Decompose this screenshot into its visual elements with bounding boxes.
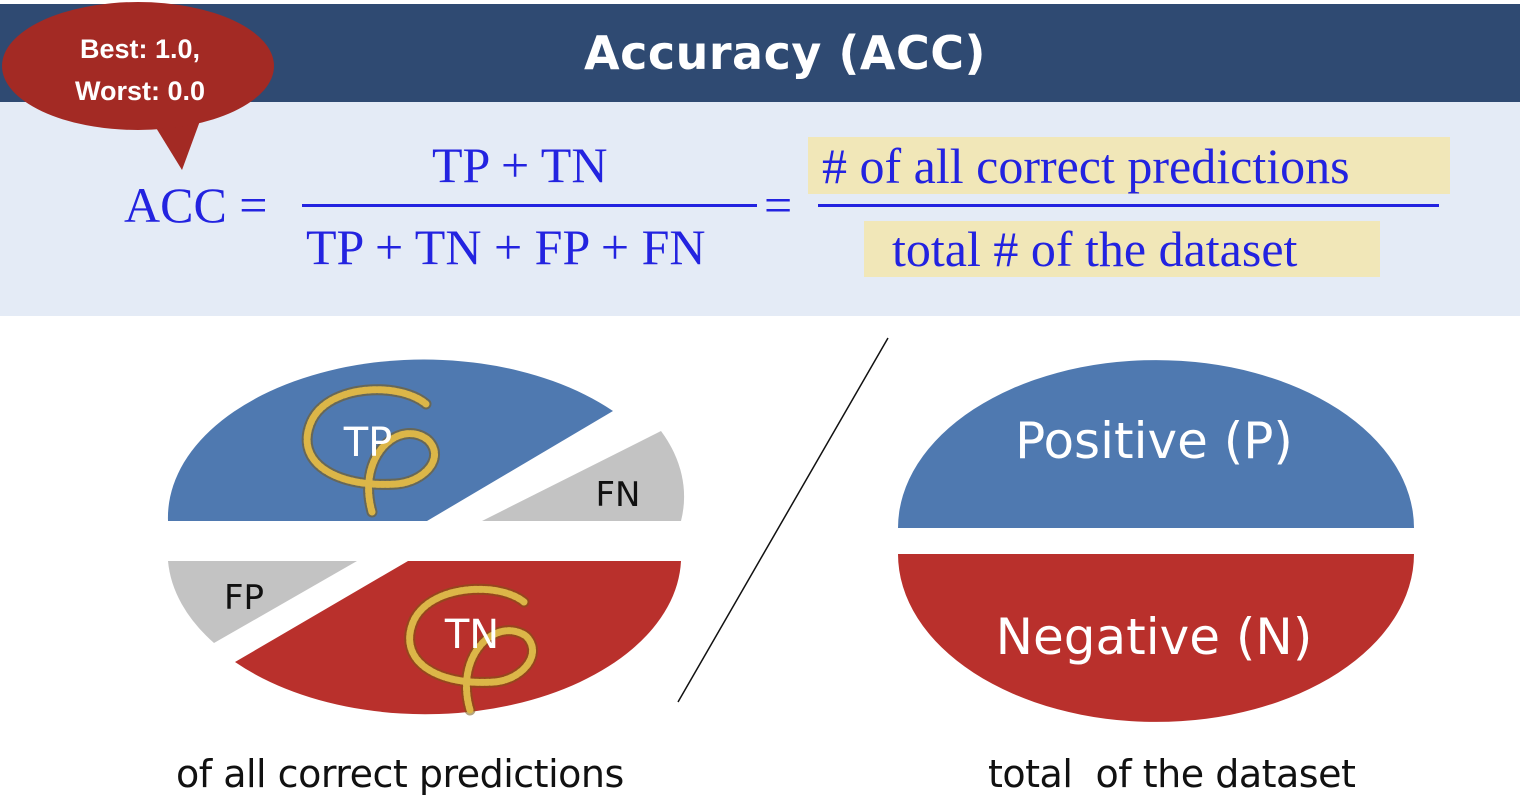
formula-word-fraction-line bbox=[818, 204, 1439, 207]
tn-segment bbox=[235, 561, 681, 715]
tn-circled-mark bbox=[404, 583, 538, 716]
word-denominator-highlight bbox=[864, 221, 1380, 277]
best-worst-callout: Best: 1.0, Worst: 0.0 bbox=[2, 2, 274, 170]
formula-lhs: ACC = bbox=[124, 177, 268, 233]
division-slash bbox=[677, 337, 889, 703]
right-caption: total of the dataset bbox=[988, 752, 1356, 796]
left-caption: of all correct predictions bbox=[176, 752, 624, 796]
formula-numerator: TP + TN bbox=[432, 137, 608, 193]
formula-word-denominator: total # of the dataset bbox=[892, 221, 1298, 277]
fn-segment bbox=[482, 431, 685, 521]
tp-circled-mark bbox=[301, 384, 440, 518]
fn-label: FN bbox=[596, 475, 641, 515]
negative-label: Negative (N) bbox=[996, 608, 1313, 666]
formula-denominator: TP + TN + FP + FN bbox=[306, 219, 706, 275]
formula-fraction-line bbox=[302, 204, 757, 207]
tn-label: TN bbox=[444, 612, 499, 658]
word-numerator-highlight bbox=[808, 137, 1450, 194]
callout-worst: Worst: 0.0 bbox=[75, 76, 205, 106]
positive-label: Positive (P) bbox=[1015, 412, 1293, 470]
dataset-pie: Positive (P) Negative (N) bbox=[898, 360, 1414, 722]
formula-equals-sign: = bbox=[764, 177, 793, 233]
formula-word-numerator: # of all correct predictions bbox=[822, 138, 1350, 194]
tp-label: TP bbox=[343, 420, 393, 466]
confusion-pie: TP FN FP TN bbox=[167, 359, 685, 716]
slide-title: Accuracy (ACC) bbox=[583, 26, 987, 80]
fp-segment bbox=[168, 561, 357, 643]
positive-half bbox=[898, 360, 1414, 528]
callout-best: Best: 1.0, bbox=[80, 34, 200, 64]
fp-label: FP bbox=[224, 578, 264, 618]
negative-half bbox=[898, 554, 1414, 722]
